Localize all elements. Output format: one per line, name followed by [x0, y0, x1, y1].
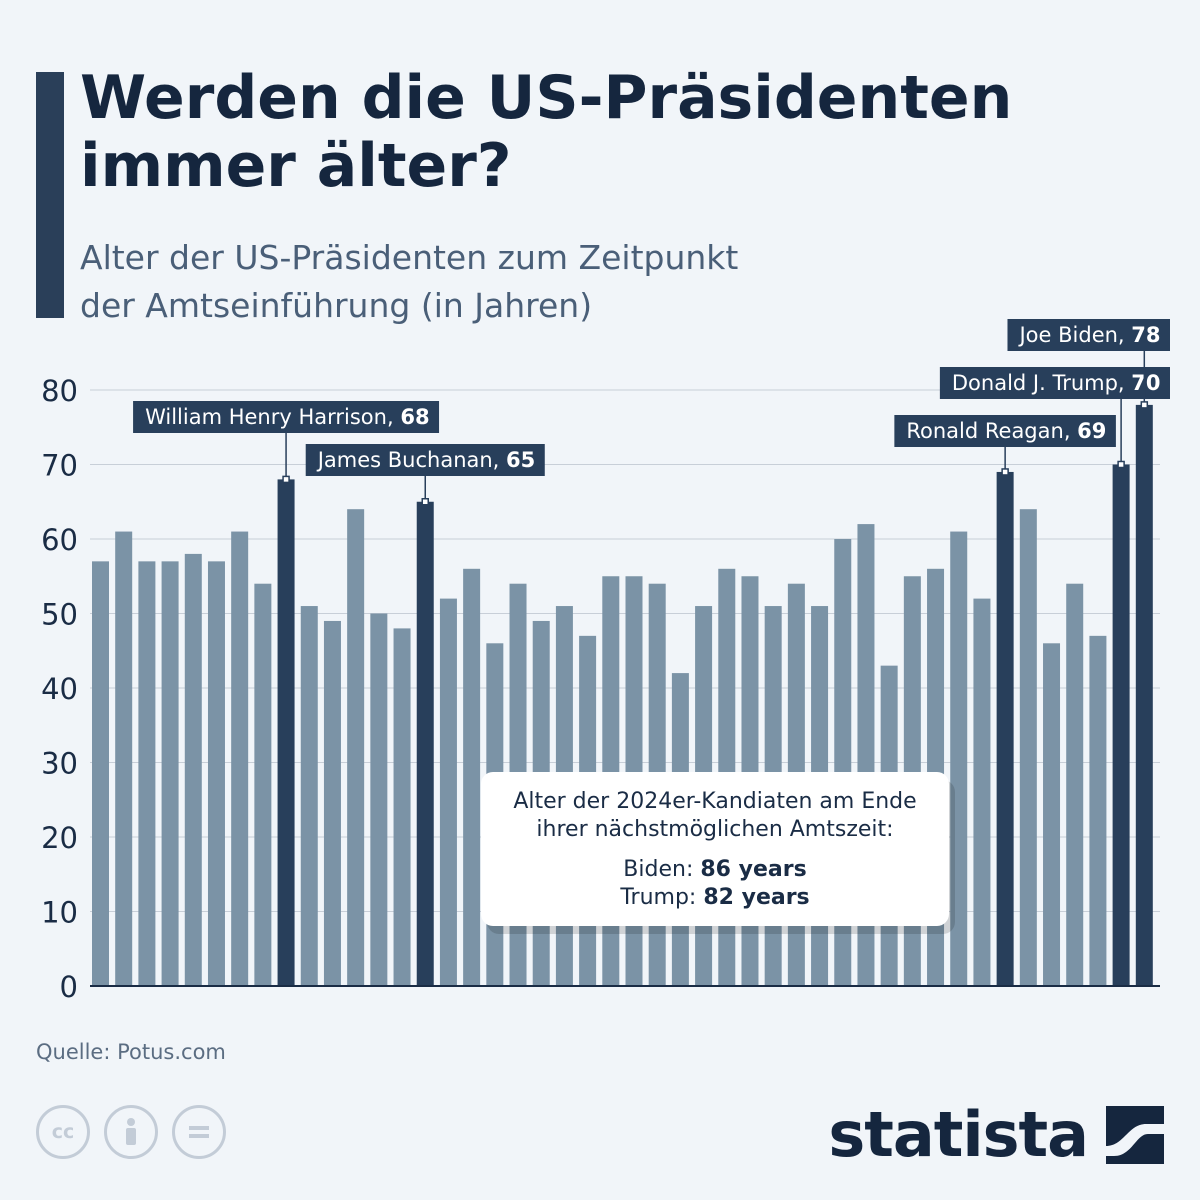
bar-label-box: [1007, 319, 1170, 351]
bar: [439, 598, 457, 986]
bar: [1043, 643, 1061, 986]
bar-marker: [1117, 460, 1125, 469]
by-icon[interactable]: [104, 1105, 158, 1159]
bar: [973, 598, 991, 986]
statista-mark-icon: [1106, 1105, 1164, 1164]
bar: [92, 561, 109, 986]
bar-label-text: Ronald Reagan, 69: [906, 419, 1106, 443]
bar: [254, 583, 272, 986]
bar: [1135, 404, 1153, 986]
y-tick-label: 40: [41, 672, 78, 706]
y-tick-label: 50: [41, 598, 78, 632]
bar: [996, 471, 1014, 986]
y-tick-label: 0: [60, 970, 78, 1000]
bar-marker: [282, 475, 290, 484]
bar-marker: [1001, 468, 1009, 476]
candidate-age-info-box: Alter der 2024er-Kandiaten am Ende ihrer…: [481, 772, 949, 926]
bar: [184, 553, 202, 986]
bar-label-text: Donald J. Trump, 70: [952, 371, 1161, 395]
biden-value: 86 years: [700, 857, 807, 882]
info-box-trump: Trump: 82 years: [481, 884, 949, 912]
bar: [1112, 464, 1130, 986]
bar-label-box: [894, 415, 1116, 447]
bar-marker: [421, 498, 429, 506]
bar-label-text: Joe Biden, 78: [1017, 323, 1160, 347]
bar: [393, 628, 411, 986]
y-tick-label: 60: [41, 523, 78, 557]
trump-label: Trump:: [620, 885, 704, 910]
bar: [416, 501, 434, 986]
chart-subtitle: Alter der US-Präsidenten zum Zeitpunkt d…: [80, 238, 739, 325]
bar-label-text: William Henry Harrison, 68: [145, 405, 429, 429]
chart-title: Werden die US-Präsidenten immer älter?: [80, 63, 1013, 201]
bar: [1066, 583, 1084, 986]
bar: [347, 509, 365, 986]
bar: [1019, 509, 1037, 986]
bar: [138, 561, 156, 986]
title-accent-bar: [36, 72, 64, 318]
info-box-line-2: ihrer nächstmöglichen Amtszeit:: [536, 817, 894, 842]
bar-marker: [1140, 401, 1149, 409]
bar: [207, 561, 225, 986]
bar: [115, 531, 133, 986]
info-box-line-1: Alter der 2024er-Kandiaten am Ende: [513, 789, 917, 814]
bar: [323, 620, 341, 986]
bar-label-box: [305, 444, 545, 476]
license-icons: cc: [36, 1105, 226, 1159]
bar: [370, 613, 388, 986]
bar: [161, 561, 179, 986]
y-tick-label: 30: [41, 747, 78, 781]
y-tick-label: 70: [41, 449, 78, 483]
bar: [463, 568, 481, 986]
bar-label-text: James Buchanan, 65: [316, 448, 536, 472]
trump-value: 82 years: [703, 885, 810, 910]
bar: [300, 606, 318, 986]
nd-icon[interactable]: [172, 1105, 226, 1159]
bar-label-box: [133, 401, 440, 433]
bar: [231, 531, 249, 986]
bar-label-box: [939, 367, 1170, 399]
cc-icon[interactable]: cc: [36, 1105, 90, 1159]
y-tick-label: 20: [41, 821, 78, 855]
bar: [277, 479, 295, 986]
statista-logo[interactable]: statista: [828, 1098, 1164, 1171]
y-tick-label: 80: [41, 374, 78, 408]
info-box-biden: Biden: 86 years: [481, 856, 949, 884]
logo-text: statista: [828, 1098, 1089, 1171]
source-note: Quelle: Potus.com: [36, 1040, 226, 1064]
bar: [950, 531, 968, 986]
biden-label: Biden:: [623, 857, 701, 882]
bar: [1089, 635, 1107, 986]
y-tick-label: 10: [41, 896, 78, 930]
